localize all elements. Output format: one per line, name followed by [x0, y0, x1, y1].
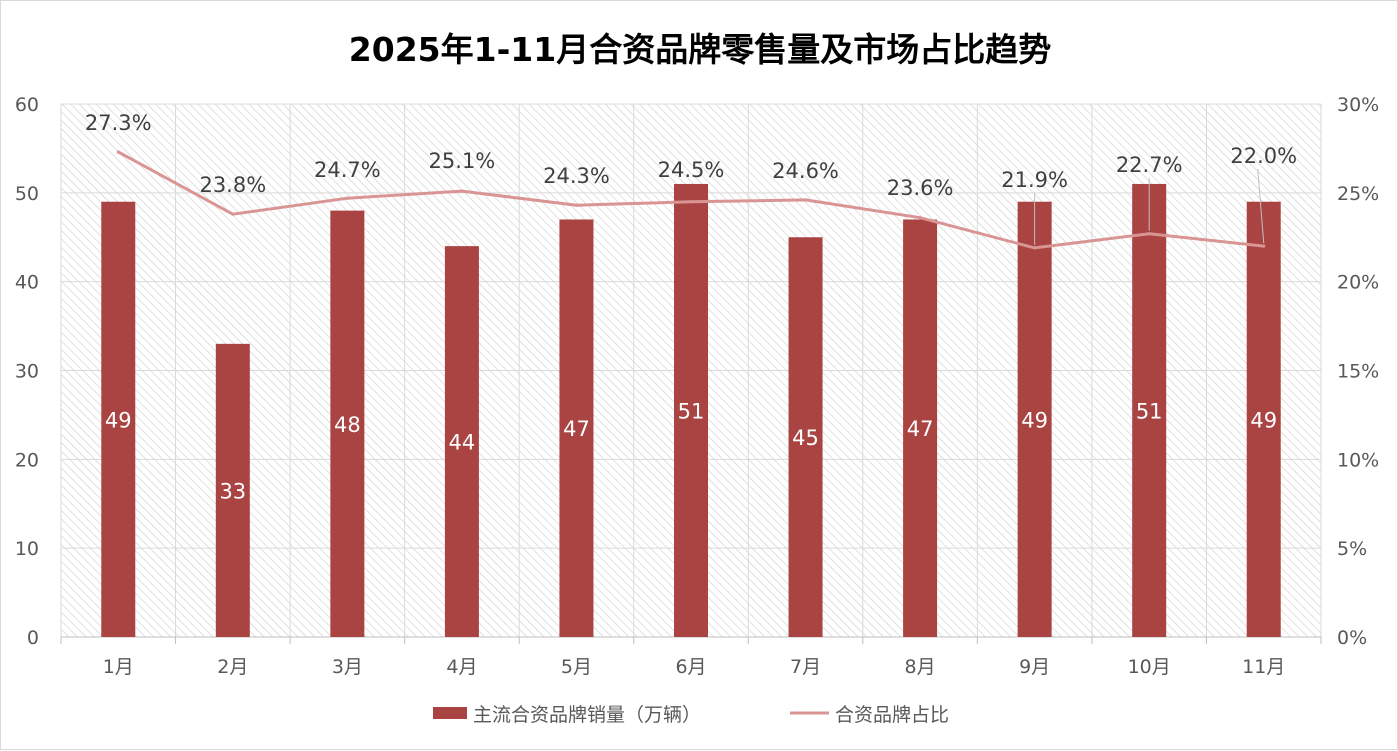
line-point	[460, 189, 464, 193]
bar	[330, 210, 365, 637]
left-tick-label: 40	[15, 272, 39, 294]
line-point	[345, 196, 349, 200]
right-tick-label: 15%	[1337, 361, 1379, 383]
right-tick-label: 0%	[1337, 627, 1367, 649]
line-point	[574, 203, 579, 207]
left-tick-label: 10	[15, 538, 39, 560]
bar	[1246, 201, 1281, 637]
bar	[215, 343, 250, 637]
line-point	[1033, 246, 1037, 250]
bar-data-label: 49	[1021, 408, 1048, 432]
bar	[1132, 183, 1167, 637]
legend-bar-swatch	[433, 707, 467, 719]
category-label: 6月	[675, 656, 706, 678]
label-leader-line	[1257, 168, 1265, 244]
line-data-label: 24.5%	[658, 158, 725, 182]
bar-data-label: 51	[678, 399, 705, 423]
line-point	[803, 198, 808, 202]
left-tick-label: 60	[15, 94, 39, 116]
category-label: 4月	[446, 656, 477, 678]
bar-data-label: 48	[334, 413, 361, 437]
right-tick-label: 10%	[1337, 449, 1379, 471]
bar	[674, 183, 708, 637]
legend-line-label: 合资品牌占比	[835, 704, 949, 726]
line-data-label: 24.3%	[543, 164, 610, 188]
category-label: 8月	[905, 656, 936, 678]
category-label: 2月	[217, 656, 248, 678]
line-data-label: 24.6%	[772, 159, 839, 183]
line-data-label: 23.8%	[199, 173, 266, 197]
bar-data-label: 47	[907, 417, 934, 441]
bar-data-label: 44	[449, 431, 476, 455]
bar	[788, 237, 823, 637]
category-label: 10月	[1128, 656, 1171, 678]
bar	[559, 219, 594, 637]
line-point	[1147, 232, 1151, 236]
right-tick-label: 30%	[1337, 94, 1379, 116]
bar-data-label: 33	[219, 479, 246, 503]
line-data-label: 27.3%	[85, 111, 152, 135]
line-data-label: 22.7%	[1116, 153, 1183, 177]
category-axis: 1月 2月 3月 4月 5月 6月 7月 8月 9月 10月 11月	[103, 656, 1286, 678]
line-data-label: 21.9%	[1001, 168, 1068, 192]
right-tick-label: 25%	[1337, 183, 1379, 205]
left-tick-label: 0	[27, 627, 39, 649]
line-data-label: 25.1%	[429, 149, 496, 173]
left-tick-label: 20	[15, 449, 39, 471]
category-label: 3月	[332, 656, 363, 678]
legend-bar-label: 主流合资品牌销量（万辆）	[473, 704, 701, 726]
category-label: 11月	[1242, 656, 1285, 678]
left-tick-label: 50	[15, 183, 39, 205]
bar-data-label: 49	[105, 408, 132, 432]
bar-data-label: 49	[1250, 408, 1277, 432]
bar	[1017, 201, 1052, 637]
left-axis: 0 10 20 30 40 50 60	[15, 94, 39, 649]
right-tick-label: 20%	[1337, 272, 1379, 294]
bar-data-label: 51	[1136, 399, 1163, 423]
right-tick-label: 5%	[1337, 538, 1367, 560]
bar	[444, 246, 479, 637]
line-point	[918, 216, 922, 220]
line-data-label: 24.7%	[314, 158, 381, 182]
bar-data-label: 47	[563, 417, 590, 441]
category-label: 1月	[103, 656, 134, 678]
line-point	[1262, 244, 1266, 248]
legend: 主流合资品牌销量（万辆） 合资品牌占比	[433, 704, 949, 726]
line-series: 27.3% 23.8% 24.7% 25.1% 24.3% 24.5% 24.6% 23.6%…	[85, 111, 1297, 250]
line-data-label: 23.6%	[887, 176, 954, 200]
line-data-label: 22.0%	[1230, 144, 1297, 168]
line-point	[689, 200, 693, 204]
right-axis: 0% 5% 10% 15% 20% 25% 30%	[1337, 94, 1379, 649]
category-label: 7月	[790, 656, 821, 678]
line-point	[116, 150, 120, 154]
left-tick-label: 30	[15, 361, 39, 383]
category-label: 9月	[1019, 656, 1050, 678]
bar-series: 49 33 48 44 47 51 45 47 49 51 49	[101, 183, 1281, 637]
chart-title: 2025年1-11月合资品牌零售量及市场占比趋势	[349, 30, 1051, 69]
bar-data-label: 45	[792, 426, 819, 450]
line-point	[231, 212, 235, 216]
bar	[101, 201, 136, 637]
category-label: 5月	[561, 656, 592, 678]
bar	[903, 219, 938, 637]
